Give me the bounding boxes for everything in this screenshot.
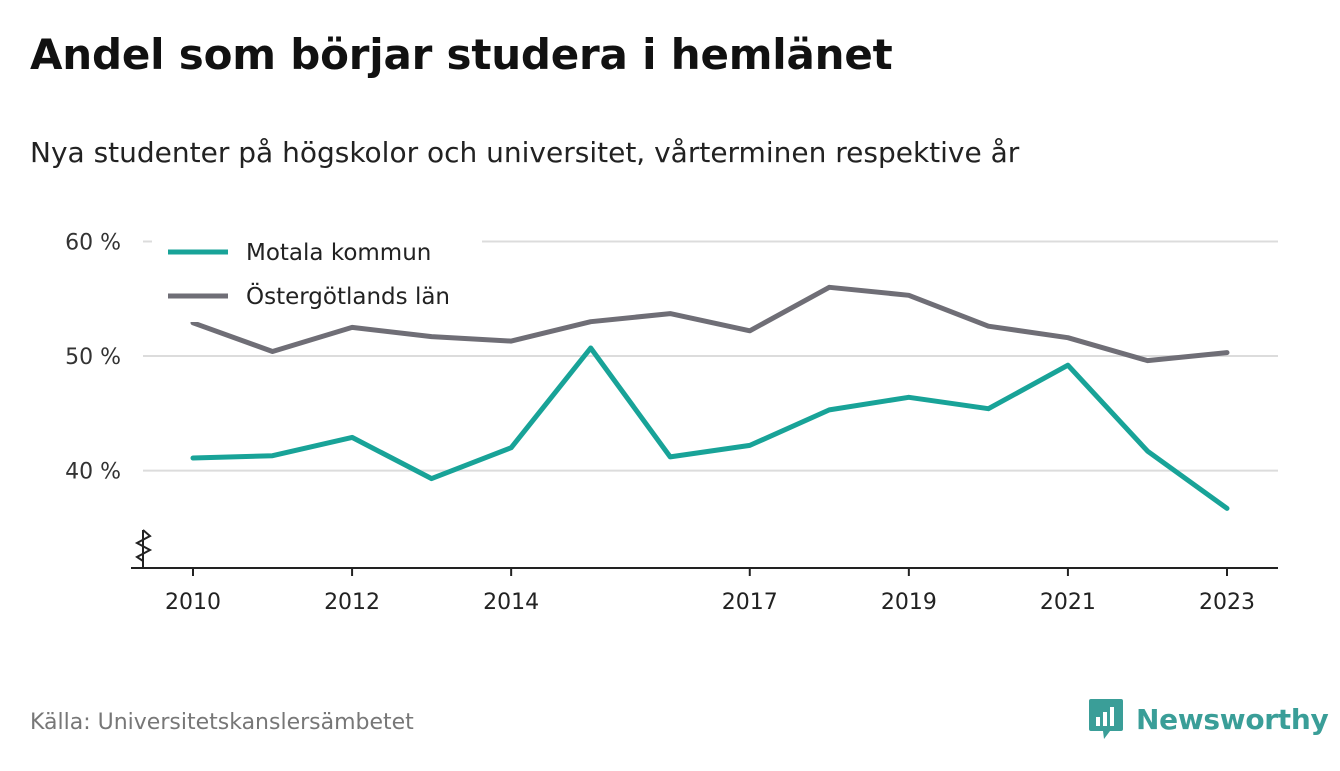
legend-label: Östergötlands län (246, 282, 450, 310)
chart-title: Andel som börjar studera i hemlänet (30, 30, 893, 79)
x-tick-label: 2010 (165, 590, 221, 615)
brand-logo: Newsworthy (1088, 697, 1329, 741)
x-tick-label: 2023 (1199, 590, 1255, 615)
series-line-0 (190, 345, 1230, 511)
line-chart: 40 % 50 % 60 % 2010 2012 2014 2017 2019 2021 2023… (65, 230, 1278, 615)
x-tick-label: 2017 (722, 590, 778, 615)
axis-break-icon (134, 529, 153, 562)
x-tick-label: 2021 (1040, 590, 1096, 615)
legend-label: Motala kommun (246, 240, 431, 266)
series-line-1 (190, 284, 1230, 364)
x-tick-label: 2014 (483, 590, 539, 615)
newsworthy-logo-icon (1089, 699, 1123, 739)
x-tick-label: 2019 (881, 590, 937, 615)
brand-name: Newsworthy (1136, 702, 1329, 736)
y-tick-label: 40 % (65, 460, 121, 485)
source-note: Källa: Universitetskanslersämbetet (30, 710, 414, 735)
x-tick-label: 2012 (324, 590, 380, 615)
y-tick-label: 60 % (65, 230, 121, 255)
y-tick-label: 50 % (65, 345, 121, 370)
chart-subtitle: Nya studenter på högskolor och universit… (30, 136, 1020, 169)
legend-background (152, 232, 482, 322)
